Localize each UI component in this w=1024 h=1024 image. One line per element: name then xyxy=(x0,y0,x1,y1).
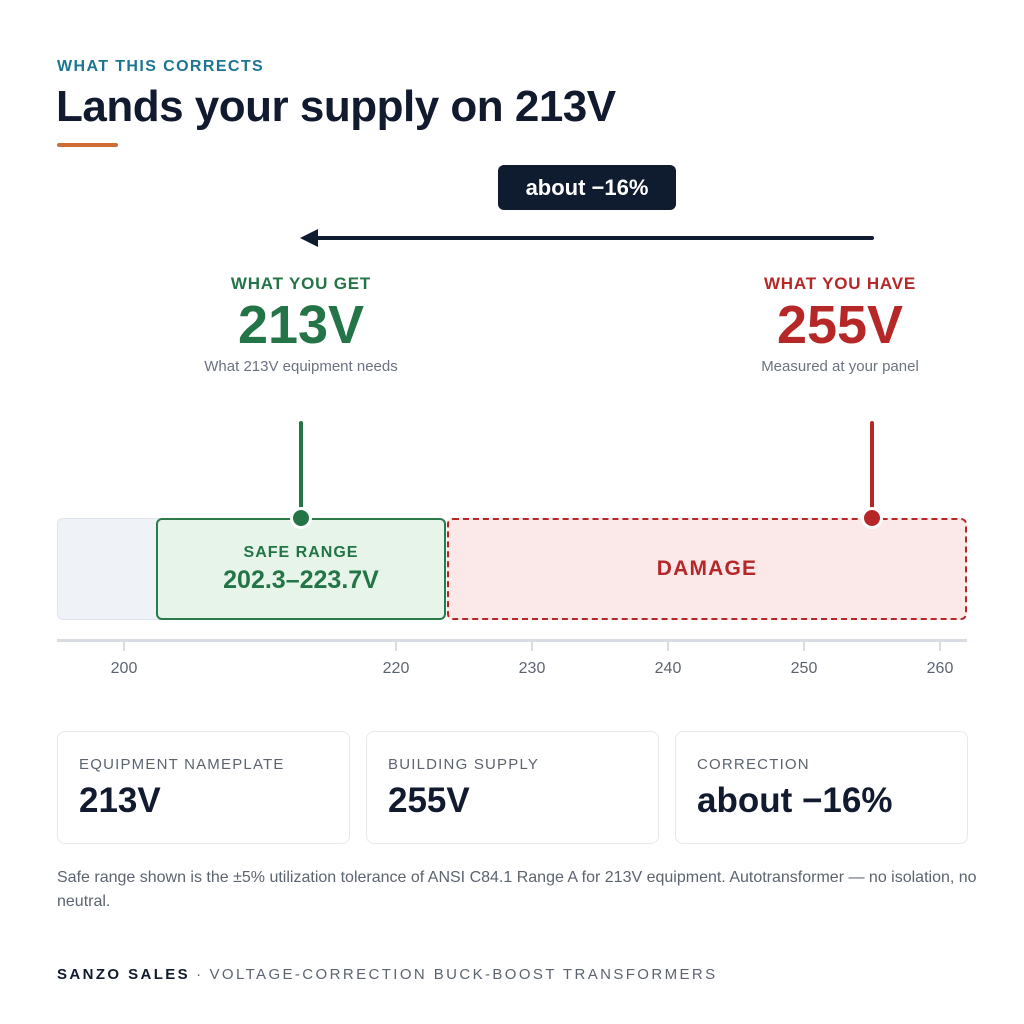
safe-range-label: SAFE RANGE xyxy=(243,543,359,561)
axis-tick-label: 250 xyxy=(790,660,818,677)
below-range-zone xyxy=(57,518,167,620)
axis-tick-label: 200 xyxy=(110,660,138,677)
axis-tick xyxy=(123,642,125,651)
arrow-left-icon xyxy=(300,229,874,247)
target-marker-stem xyxy=(299,421,303,513)
axis-tick-label: 260 xyxy=(926,660,954,677)
current-label: WHAT YOU HAVE xyxy=(763,274,917,293)
section-eyebrow: WHAT THIS CORRECTS xyxy=(57,58,265,75)
current-marker-dot xyxy=(861,507,883,529)
stat-card-value: 213V xyxy=(79,781,161,820)
axis-tick xyxy=(939,642,941,651)
stat-card-value: 255V xyxy=(388,781,470,820)
target-marker-dot xyxy=(290,507,312,529)
safe-range-zone: SAFE RANGE 202.3–223.7V xyxy=(156,518,446,620)
current-voltage-block: WHAT YOU HAVE 255V Measured at your pane… xyxy=(720,274,960,375)
axis-tick xyxy=(395,642,397,651)
stat-card-nameplate: EQUIPMENT NAMEPLATE 213V xyxy=(57,731,350,844)
axis-tick-label: 240 xyxy=(654,660,682,677)
title-underline xyxy=(57,143,118,147)
target-value: 213V xyxy=(237,295,365,355)
brand-tagline: VOLTAGE-CORRECTION BUCK-BOOST TRANSFORME… xyxy=(209,966,718,983)
footer-separator: · xyxy=(196,966,204,983)
page-title: Lands your supply on 213V xyxy=(56,82,616,131)
damage-zone: DAMAGE xyxy=(447,518,967,620)
current-marker-stem xyxy=(870,421,874,513)
target-label: WHAT YOU GET xyxy=(230,274,372,293)
footnote: Safe range shown is the ±5% utilization … xyxy=(57,869,977,910)
stat-card-label: EQUIPMENT NAMEPLATE xyxy=(79,756,285,773)
axis-tick-label: 230 xyxy=(518,660,546,677)
safe-range-value: 202.3–223.7V xyxy=(223,565,379,594)
current-caption: Measured at your panel xyxy=(761,358,919,375)
damage-label: DAMAGE xyxy=(656,557,758,580)
footer: SANZO SALES · VOLTAGE-CORRECTION BUCK-BOOS… xyxy=(57,966,718,983)
stat-card-value: about −16% xyxy=(697,781,893,820)
voltage-axis xyxy=(57,639,967,642)
target-caption: What 213V equipment needs xyxy=(204,358,398,375)
target-voltage-block: WHAT YOU GET 213V What 213V equipment ne… xyxy=(170,274,432,375)
stat-card-correction: CORRECTION about −16% xyxy=(675,731,968,844)
axis-tick-label: 220 xyxy=(382,660,410,677)
correction-badge: about −16% xyxy=(498,165,676,210)
brand-name: SANZO SALES xyxy=(57,966,191,983)
stat-card-supply: BUILDING SUPPLY 255V xyxy=(366,731,659,844)
stat-card-label: BUILDING SUPPLY xyxy=(388,756,540,773)
current-value: 255V xyxy=(776,295,904,355)
axis-tick xyxy=(803,642,805,651)
axis-tick xyxy=(531,642,533,651)
axis-tick xyxy=(667,642,669,651)
stat-card-label: CORRECTION xyxy=(697,756,810,773)
